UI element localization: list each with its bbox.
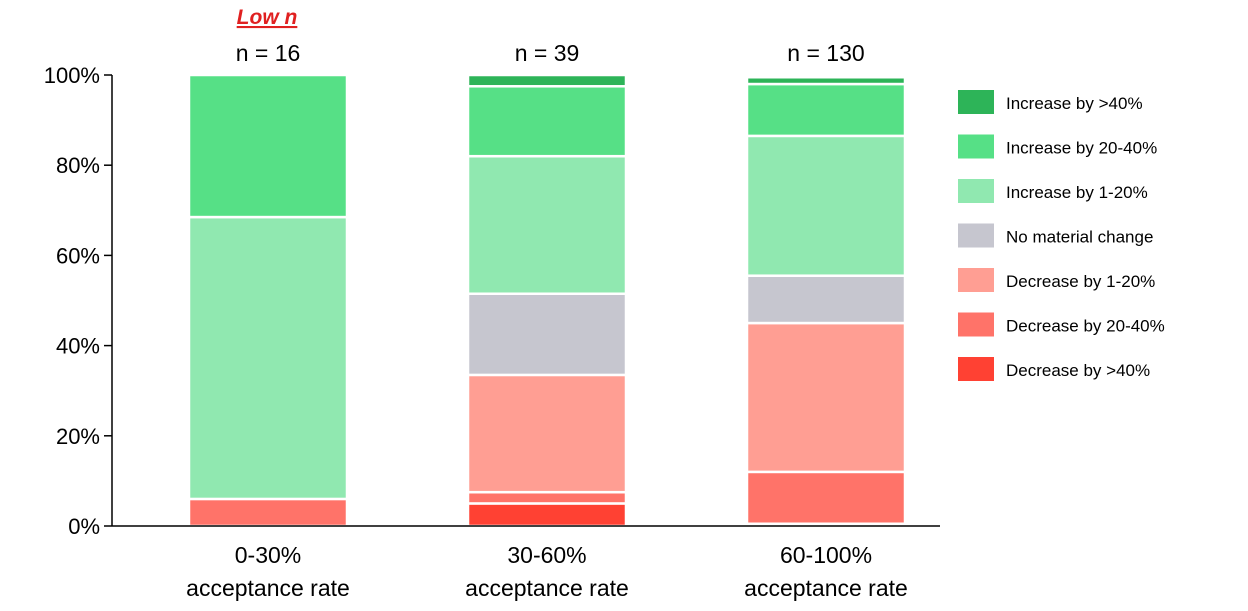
bar-segment <box>466 73 628 88</box>
legend-swatch <box>958 312 994 337</box>
bar-segment <box>745 274 907 325</box>
legend-label: Increase by 1-20% <box>1006 183 1148 202</box>
legend-swatch <box>958 134 994 159</box>
sample-size-label: n = 39 <box>515 40 580 66</box>
bar-segment <box>466 85 628 158</box>
bar-stack <box>745 76 907 528</box>
bar-segment <box>745 134 907 277</box>
bar-segment <box>745 76 907 86</box>
sample-size-label: n = 130 <box>787 40 864 66</box>
legend-item: No material change <box>958 223 1153 248</box>
legend-label: No material change <box>1006 228 1153 247</box>
legend-swatch <box>958 223 994 248</box>
legend-item: Increase by 20-40% <box>958 134 1157 159</box>
x-category-label: 60-100% acceptance rate <box>744 542 908 601</box>
bars <box>187 73 907 528</box>
x-category-label: 0-30% acceptance rate <box>186 542 350 601</box>
legend-label: Decrease by >40% <box>1006 361 1150 380</box>
x-axis: 0-30% acceptance rate 30-60% acceptance rat… <box>112 525 940 601</box>
legend-swatch <box>958 268 994 292</box>
sample-size-labels: n = 16 n = 39 n = 130 <box>236 40 865 66</box>
x-category-label: 30-60% acceptance rate <box>465 542 629 601</box>
bar-segment <box>466 292 628 377</box>
bar-segment <box>187 73 349 219</box>
bar-stack <box>466 73 628 528</box>
y-tick-label: 40% <box>56 334 100 359</box>
legend-label: Decrease by 1-20% <box>1006 272 1155 291</box>
bar-segment <box>466 373 628 494</box>
y-tick-label: 80% <box>56 153 100 178</box>
bar-segment <box>466 490 628 505</box>
legend: Increase by >40% Increase by 20-40% Increa… <box>958 90 1165 381</box>
sample-size-label: n = 16 <box>236 40 301 66</box>
legend-label: Increase by 20-40% <box>1006 139 1157 158</box>
legend-item: Increase by >40% <box>958 90 1143 114</box>
legend-item: Increase by 1-20% <box>958 179 1148 203</box>
legend-label: Decrease by 20-40% <box>1006 317 1165 336</box>
y-axis: 0% 20% 40% 60% 80% 100% <box>44 63 113 539</box>
bar-segment <box>745 470 907 525</box>
bar-segment <box>187 215 349 501</box>
legend-swatch <box>958 90 994 114</box>
y-tick-label: 0% <box>68 514 100 539</box>
legend-swatch <box>958 357 994 381</box>
y-tick-label: 100% <box>44 63 100 88</box>
bar-segment <box>187 497 349 528</box>
bar-segment <box>466 154 628 295</box>
legend-swatch <box>958 179 994 203</box>
legend-item: Decrease by >40% <box>958 357 1150 381</box>
bar-segment <box>745 82 907 138</box>
legend-label: Increase by >40% <box>1006 94 1143 113</box>
bar-segment <box>745 321 907 474</box>
low-n-annotation: Low n <box>237 6 298 29</box>
bar-segment <box>466 502 628 528</box>
legend-item: Decrease by 20-40% <box>958 312 1165 337</box>
bar-stack <box>187 73 349 528</box>
y-tick-label: 20% <box>56 424 100 449</box>
y-tick-label: 60% <box>56 243 100 268</box>
legend-item: Decrease by 1-20% <box>958 268 1155 292</box>
